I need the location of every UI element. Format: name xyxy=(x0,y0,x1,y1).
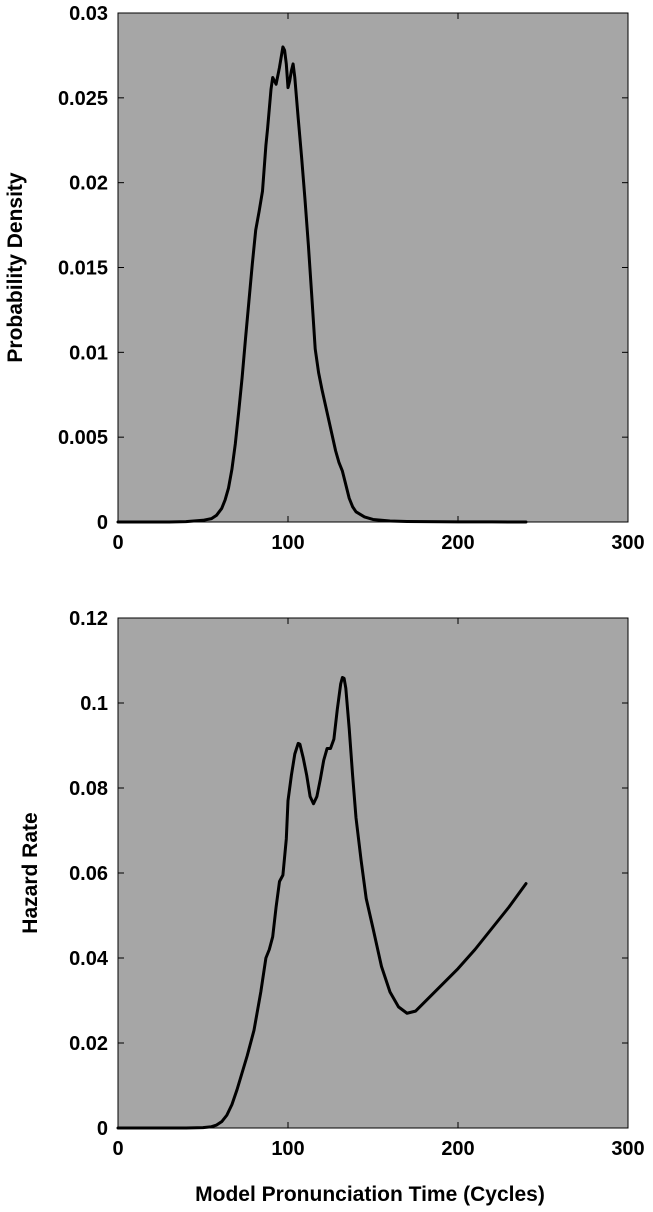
x-tick-label: 0 xyxy=(112,532,123,554)
density-panel: 0 100 200 300 0 0.005 0.01 0.015 0.02 0.025 0.03 Pr… xyxy=(4,3,645,554)
x-tick-label: 0 xyxy=(112,1138,123,1160)
y-tick-label: 0.015 xyxy=(58,258,108,280)
y-tick-label: 0.12 xyxy=(69,608,108,630)
y-tick-label: 0.1 xyxy=(80,693,108,715)
x-axis-label: Model Pronunciation Time (Cycles) xyxy=(195,1183,545,1206)
y-tick-label: 0 xyxy=(97,512,108,534)
y-axis-label: Probability Density xyxy=(4,172,27,363)
plot-area xyxy=(117,12,629,523)
y-tick-label: 0.06 xyxy=(69,863,108,885)
x-tick-label: 100 xyxy=(271,1138,304,1160)
y-tick-label: 0.02 xyxy=(69,1033,108,1055)
y-tick-label: 0 xyxy=(97,1118,108,1140)
x-tick-label: 200 xyxy=(441,532,474,554)
y-tick-label: 0.08 xyxy=(69,778,108,800)
y-tick-label: 0.025 xyxy=(58,88,108,110)
x-tick-label: 100 xyxy=(271,532,304,554)
y-tick-label: 0.01 xyxy=(69,342,108,364)
x-tick-label: 300 xyxy=(611,532,644,554)
y-tick-label: 0.02 xyxy=(69,173,108,195)
y-axis-label: Hazard Rate xyxy=(19,812,42,933)
series-line-0 xyxy=(116,676,528,1130)
y-tick-label: 0.04 xyxy=(69,948,109,970)
plot-area xyxy=(117,617,629,1129)
x-tick-label: 300 xyxy=(611,1138,644,1160)
series-line-0 xyxy=(116,45,528,524)
hazard-panel: 0 100 200 300 0 0.02 0.04 0.06 0.08 0.1 0.12 Hazard… xyxy=(19,608,645,1206)
x-tick-label: 200 xyxy=(441,1138,474,1160)
y-tick-label: 0.03 xyxy=(69,3,108,25)
y-tick-label: 0.005 xyxy=(58,427,108,449)
